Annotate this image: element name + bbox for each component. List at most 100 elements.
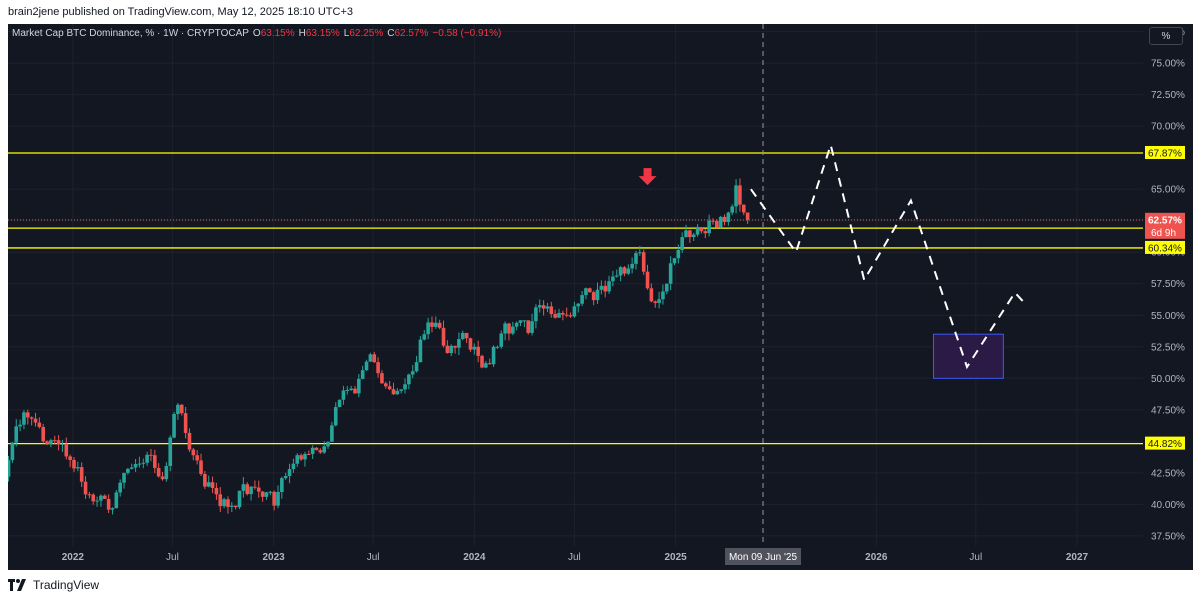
candle-body xyxy=(499,333,504,347)
candle-body xyxy=(680,237,684,251)
level-label: 67.87% xyxy=(1148,148,1182,159)
candle-body xyxy=(434,322,438,327)
y-tick-label: 57.50% xyxy=(1151,279,1185,290)
candle-body xyxy=(603,285,607,292)
candle-body xyxy=(272,491,276,506)
candle-body xyxy=(287,469,292,477)
candle-body xyxy=(306,453,311,455)
candle-body xyxy=(399,389,403,391)
candle-body xyxy=(52,440,57,442)
x-tick-label: 2026 xyxy=(865,552,888,563)
candle-body xyxy=(268,491,273,493)
candle-body xyxy=(326,441,330,447)
candle-body xyxy=(22,412,26,425)
candle-body xyxy=(449,345,454,354)
candle-body xyxy=(580,295,584,304)
candle-body xyxy=(634,253,638,264)
level-label-box xyxy=(1145,145,1185,159)
x-tick-label: 2023 xyxy=(262,552,285,563)
candle-body xyxy=(291,463,296,470)
candle-body xyxy=(276,491,280,506)
candle-body xyxy=(18,424,22,427)
candle-body xyxy=(164,465,169,480)
symbol-title[interactable]: Market Cap BTC Dominance, % · 1W · CRYPT… xyxy=(12,28,249,39)
x-tick-label: Jul xyxy=(568,552,581,563)
candle-body xyxy=(745,212,750,220)
candle-body xyxy=(95,500,99,502)
candle-body xyxy=(653,301,658,303)
candle-body xyxy=(299,455,303,460)
low-label: L xyxy=(343,28,350,39)
candle-body xyxy=(487,363,492,365)
candle-body xyxy=(368,354,373,362)
candle-body xyxy=(403,384,407,390)
candle-body xyxy=(91,494,96,502)
candle-body xyxy=(564,314,569,316)
target-zone-box xyxy=(932,333,1004,379)
high-value: 63.15% xyxy=(305,28,340,39)
candle-body xyxy=(526,320,531,333)
candle-body xyxy=(168,437,173,466)
y-tick-label: 50.00% xyxy=(1151,374,1185,385)
candle-body xyxy=(730,206,735,213)
x-tick-label: Jul xyxy=(166,552,179,563)
candle-body xyxy=(641,252,646,272)
candle-body xyxy=(160,476,165,480)
candle-body xyxy=(349,388,353,390)
price-axis: 37.50%40.00%42.50%45.00%47.50%50.00%52.5… xyxy=(1143,24,1193,570)
x-tick-label: 2024 xyxy=(463,552,486,563)
candle-body xyxy=(741,204,746,213)
candle-body xyxy=(638,252,642,254)
candle-body xyxy=(310,447,315,454)
candle-body xyxy=(672,258,677,264)
candle-body xyxy=(645,271,650,289)
chart-canvas[interactable]: 37.50%40.00%42.50%45.00%47.50%50.00%52.5… xyxy=(8,24,1193,570)
level-label: 60.34% xyxy=(1148,243,1182,254)
chart-frame[interactable]: 37.50%40.00%42.50%45.00%47.50%50.00%52.5… xyxy=(8,24,1193,570)
open-label: O xyxy=(252,28,261,39)
candle-body xyxy=(68,456,72,460)
candle-body xyxy=(387,386,392,390)
candle-body xyxy=(549,306,554,314)
candle-body xyxy=(595,289,600,301)
change-value: −0.58 (−0.91%) xyxy=(432,28,502,39)
candle-body xyxy=(460,332,465,340)
candle-body xyxy=(514,322,519,327)
candle-body xyxy=(87,494,92,496)
candle-body xyxy=(233,505,238,508)
publish-info: brain2jene published on TradingView.com,… xyxy=(0,0,1200,24)
close-label: C xyxy=(387,28,395,39)
candle-body xyxy=(607,281,611,292)
candle-body xyxy=(283,476,288,479)
candle-body xyxy=(703,231,708,234)
candle-body xyxy=(472,346,477,350)
candle-body xyxy=(534,307,538,322)
percent-scale-button[interactable]: % xyxy=(1149,27,1183,45)
candle-body xyxy=(495,346,500,348)
candle-body xyxy=(137,463,142,465)
candle-body xyxy=(422,334,427,340)
time-axis-background xyxy=(8,546,1143,570)
candle-body xyxy=(330,425,334,442)
candle-body xyxy=(145,454,149,463)
candle-body xyxy=(129,467,134,469)
candle-body xyxy=(245,484,250,495)
candle-body xyxy=(45,441,49,444)
candle-body xyxy=(657,299,661,303)
crosshair-date-label: Mon 09 Jun '25 xyxy=(729,552,798,563)
candle-body xyxy=(106,498,111,510)
candle-body xyxy=(661,291,665,300)
candle-body xyxy=(587,288,592,293)
candle-body xyxy=(715,220,719,228)
time-axis: 2022 Jul 2023 Jul 2024 Jul 2025 2026 Jul 2027 Mon … xyxy=(8,546,1143,570)
candle-body xyxy=(626,268,631,274)
candle-body xyxy=(668,263,673,284)
candle-body xyxy=(249,486,253,495)
candle-body xyxy=(437,322,442,328)
candle-body xyxy=(256,487,261,492)
candle-body xyxy=(218,494,223,507)
candle-body xyxy=(153,455,157,468)
candle-body xyxy=(295,455,300,464)
candle-body xyxy=(561,312,565,315)
candle-body xyxy=(430,322,434,327)
